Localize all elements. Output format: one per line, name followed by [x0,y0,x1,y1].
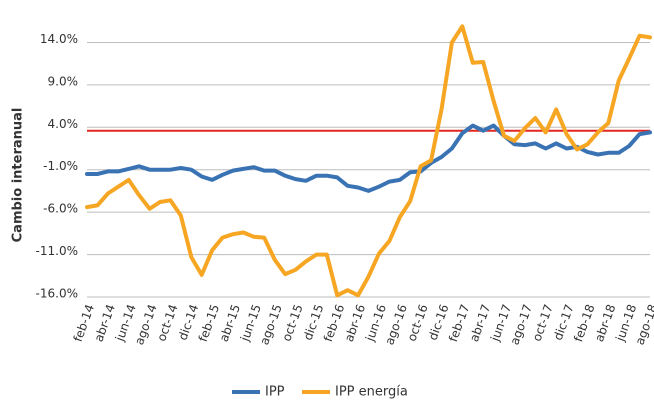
y-tick-label: 4.0% [48,117,79,131]
legend-label: IPP energía [335,385,408,400]
y-tick-label: -16.0% [36,287,78,301]
y-tick-label: 9.0% [48,74,79,88]
y-axis-label: Cambio interanual [11,108,26,243]
y-tick-label: -6.0% [43,202,78,216]
y-tick-label: -1.0% [43,159,78,173]
series-line [85,123,652,193]
legend-label: IPP [265,385,285,400]
y-tick-label: 14.0% [40,32,78,46]
y-tick-label: -11.0% [36,244,78,258]
series-line [85,24,652,298]
